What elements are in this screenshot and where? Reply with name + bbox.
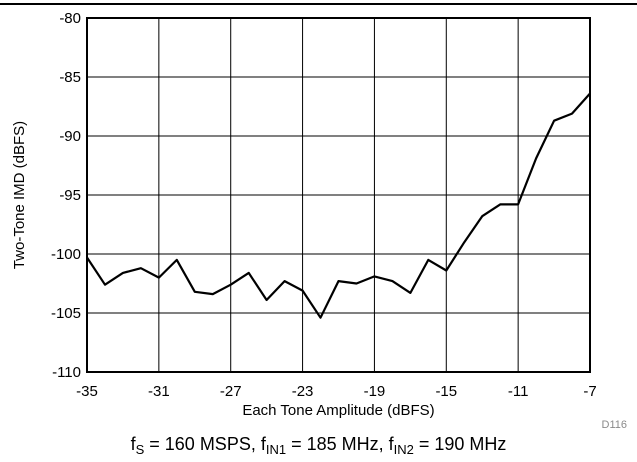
test-conditions-caption: fS = 160 MSPS, fIN1 = 185 MHz, fIN2 = 19… <box>0 434 637 457</box>
y-tick-label: -95 <box>59 187 81 204</box>
header-rule <box>0 3 637 5</box>
fin2-value: = 190 MHz <box>413 434 507 454</box>
fs-symbol: f <box>130 434 136 454</box>
y-tick-label: -110 <box>52 364 81 381</box>
y-tick-label: -90 <box>59 128 81 145</box>
fin2-symbol: f <box>388 434 394 454</box>
fin1-symbol: f <box>260 434 266 454</box>
x-tick-label: -15 <box>435 383 457 400</box>
y-tick-label: -85 <box>59 69 81 86</box>
x-tick-labels: -35 -31 -27 -23 -19 -15 -11 -7 <box>76 383 597 400</box>
y-tick-labels: -80 -85 -90 -95 -100 -105 -110 <box>51 10 81 381</box>
x-tick-label: -7 <box>583 383 596 400</box>
x-tick-label: -11 <box>508 383 529 400</box>
x-tick-label: -31 <box>148 383 170 400</box>
fs-value: = 160 MSPS, <box>144 434 261 454</box>
imd-chart: -80 -85 -90 -95 -100 -105 -110 -35 -31 -27 -23 -19… <box>11 10 627 431</box>
x-tick-label: -35 <box>76 383 98 400</box>
y-tick-label: -100 <box>51 246 81 263</box>
fin2-subscript: IN2 <box>393 442 414 457</box>
x-axis-label: Each Tone Amplitude (dBFS) <box>242 402 434 419</box>
x-tick-label: -23 <box>292 383 314 400</box>
figure-id-watermark: D116 <box>602 419 627 431</box>
fin1-value: = 185 MHz, <box>286 434 389 454</box>
plot-frame <box>86 17 591 373</box>
y-tick-label: -80 <box>59 10 81 27</box>
fs-subscript: S <box>135 442 145 457</box>
fin1-subscript: IN1 <box>265 442 287 457</box>
y-axis-label: Two-Tone IMD (dBFS) <box>11 121 28 269</box>
x-tick-label: -27 <box>220 383 242 400</box>
imd-series-line <box>86 92 591 319</box>
x-tick-label: -19 <box>364 383 386 400</box>
y-tick-label: -105 <box>51 305 81 322</box>
grid-lines <box>86 17 591 373</box>
